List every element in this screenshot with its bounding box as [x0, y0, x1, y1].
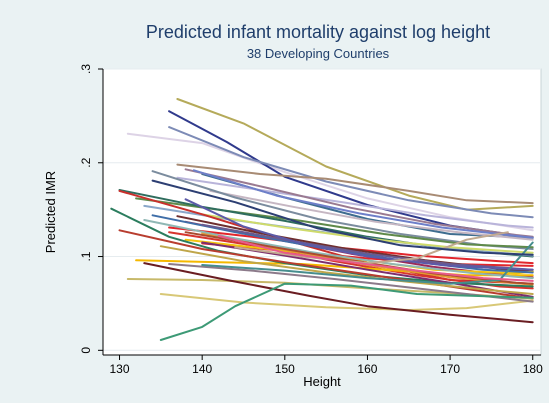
x-axis-label: Height: [303, 374, 341, 389]
series-line-9: [209, 189, 534, 241]
x-tick-label: 130: [110, 362, 130, 376]
x-tick-label: 180: [523, 362, 543, 376]
series-line-34: [143, 262, 534, 324]
series-line-35: [168, 263, 534, 303]
series-line-36: [159, 282, 534, 341]
y-tick-label: 0: [79, 347, 93, 354]
y-axis-label: Predicted IMR: [43, 171, 58, 253]
series-line-40: [151, 179, 534, 256]
x-tick-label: 170: [440, 362, 460, 376]
series-line-3: [168, 126, 534, 219]
x-tick-label: 150: [275, 362, 295, 376]
y-tick-label: .3: [79, 64, 93, 74]
series-line-20: [176, 215, 534, 273]
series-line-26: [201, 223, 534, 271]
series-line-37: [184, 198, 534, 271]
series-line-15: [168, 226, 534, 265]
series-line-22: [135, 259, 534, 277]
series-line-33: [159, 293, 534, 311]
series-line-30: [118, 229, 534, 300]
series-line-0: [176, 98, 534, 211]
x-tick-label: 140: [192, 362, 212, 376]
series-line-4: [176, 163, 534, 205]
y-tick-label: .2: [79, 157, 93, 167]
series-line-24: [143, 219, 534, 280]
series-line-8: [192, 169, 534, 239]
chart-subtitle: 38 Developing Countries: [247, 46, 390, 61]
series-line-6: [176, 176, 534, 229]
series-line-39: [201, 241, 534, 285]
series-line-41: [217, 234, 534, 282]
axes: 0 .1 .2 .3 130 140 150 160 170 180: [79, 64, 543, 376]
x-tick-label: 160: [357, 362, 377, 376]
series-line-38: [234, 231, 509, 265]
series-lines: [110, 98, 534, 341]
chart-title: Predicted infant mortality against log h…: [146, 22, 490, 42]
series-line-25: [151, 214, 534, 274]
series-line-17: [118, 189, 534, 285]
y-tick-label: .1: [79, 251, 93, 261]
